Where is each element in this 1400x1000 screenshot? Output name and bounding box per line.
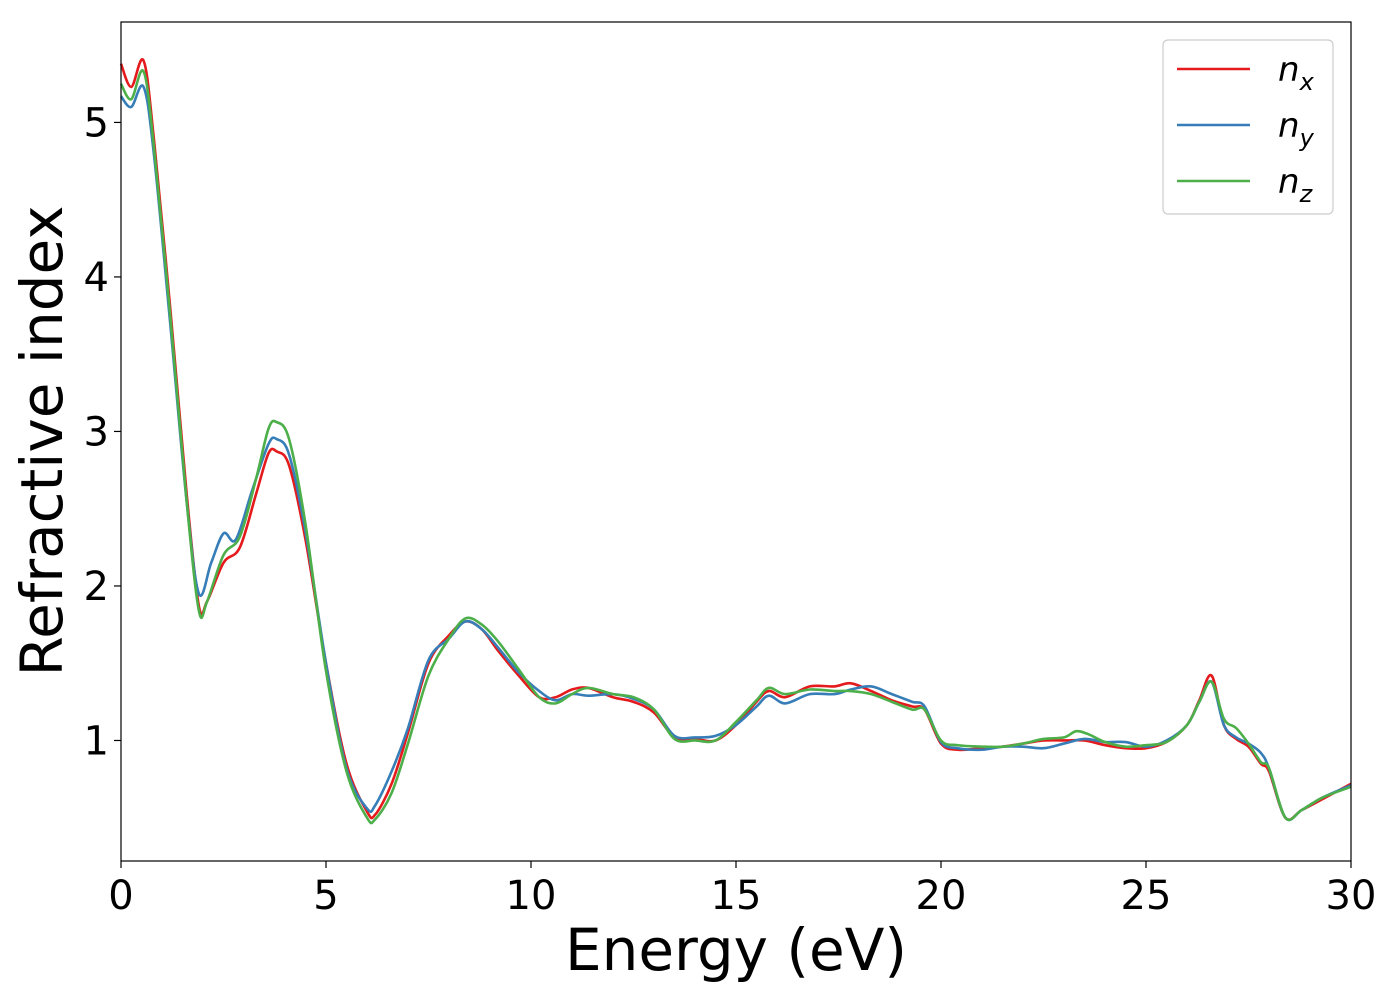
plot-lines — [119, 57, 1352, 825]
series-line-z — [119, 69, 1352, 825]
legend-label-x: nx — [1278, 50, 1315, 96]
y-tick-label: 5 — [84, 100, 109, 146]
x-tick-label: 20 — [916, 873, 967, 919]
legend: nx ny nz — [1162, 39, 1334, 215]
x-tick-label: 5 — [313, 873, 338, 919]
x-tick-label: 0 — [108, 873, 133, 919]
x-tick-label: 25 — [1121, 873, 1172, 919]
x-axis-label: Energy (eV) — [565, 916, 907, 984]
y-ticks: 1 2 3 4 5 — [84, 100, 121, 764]
y-tick-label: 4 — [84, 255, 109, 301]
legend-label-z: nz — [1278, 162, 1314, 208]
y-tick-label: 3 — [84, 409, 109, 455]
y-tick-label: 1 — [84, 718, 109, 764]
x-ticks: 0 5 10 15 20 25 30 — [108, 861, 1376, 919]
x-tick-label: 10 — [506, 873, 557, 919]
y-tick-label: 2 — [84, 564, 109, 610]
y-axis-label: Refractive index — [8, 205, 76, 676]
x-tick-label: 15 — [711, 873, 762, 919]
legend-label-y: ny — [1278, 106, 1315, 152]
legend-box — [1162, 39, 1334, 215]
x-tick-label: 30 — [1326, 873, 1377, 919]
